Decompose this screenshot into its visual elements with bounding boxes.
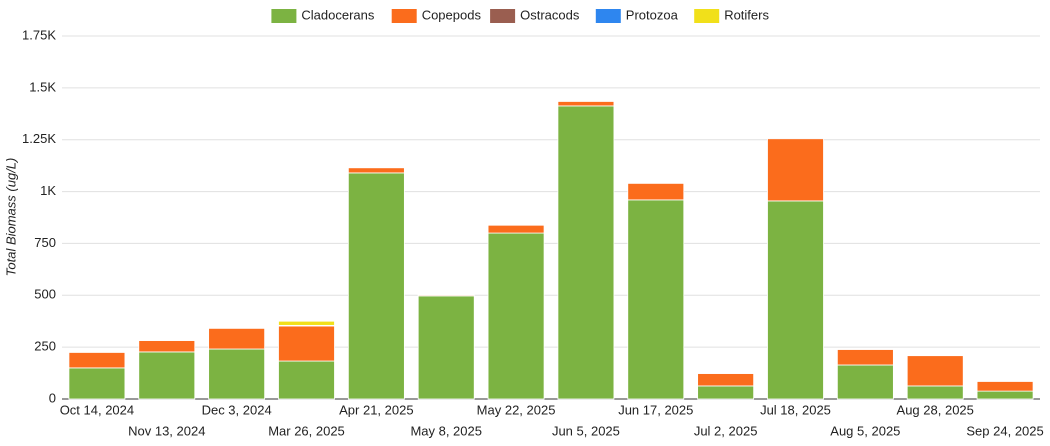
legend-label: Rotifers <box>724 7 769 22</box>
bar-segment <box>69 352 125 368</box>
bar-segment <box>558 106 614 399</box>
bar-segment <box>348 168 404 173</box>
y-tick-label: 250 <box>34 339 56 354</box>
x-tick-label: Jun 5, 2025 <box>552 423 620 438</box>
bar-segment <box>977 391 1033 399</box>
legend-label: Cladocerans <box>301 7 374 22</box>
bar-segment <box>139 352 195 399</box>
y-tick-label: 0 <box>49 390 56 405</box>
bar-segment <box>418 296 474 399</box>
legend-label: Protozoa <box>626 7 679 22</box>
legend-swatch <box>271 9 296 23</box>
bar-segment <box>279 361 335 399</box>
bar-segment <box>628 183 684 200</box>
bar-segment <box>768 138 824 139</box>
bar-segment <box>698 373 754 385</box>
bar-segment <box>209 349 265 399</box>
x-tick-label: Nov 13, 2024 <box>128 423 205 438</box>
x-tick-label: Oct 14, 2024 <box>60 402 134 417</box>
y-tick-label: 500 <box>34 287 56 302</box>
bar-segment <box>698 386 754 399</box>
bar-segment <box>488 233 544 399</box>
legend-label: Ostracods <box>520 7 580 22</box>
x-tick-label: Apr 21, 2025 <box>339 402 413 417</box>
bar-segment <box>628 200 684 399</box>
y-tick-label: 1.75K <box>22 27 56 42</box>
bar-segment <box>837 365 893 399</box>
x-tick-label: Sep 24, 2025 <box>966 423 1043 438</box>
x-tick-label: Mar 26, 2025 <box>268 423 345 438</box>
x-tick-label: May 8, 2025 <box>410 423 482 438</box>
y-tick-label: 1.25K <box>22 131 56 146</box>
bar-segment <box>977 381 1033 391</box>
legend-swatch <box>490 9 515 23</box>
x-tick-label: Aug 28, 2025 <box>897 402 974 417</box>
x-tick-label: May 22, 2025 <box>477 402 556 417</box>
x-tick-label: Jul 18, 2025 <box>760 402 831 417</box>
bar-segment <box>348 173 404 399</box>
bar-segment <box>768 201 824 399</box>
bar-segment <box>837 349 893 365</box>
legend-label: Copepods <box>422 7 482 22</box>
x-tick-label: Dec 3, 2024 <box>202 402 272 417</box>
legend-swatch <box>596 9 621 23</box>
bar-segment <box>768 139 824 201</box>
bar-segment <box>69 352 125 353</box>
bar-segment <box>558 101 614 106</box>
legend-swatch <box>694 9 719 23</box>
x-tick-label: Jun 17, 2025 <box>618 402 693 417</box>
y-axis-title: Total Biomass (ug/L) <box>3 158 18 277</box>
bar-segment <box>279 326 335 361</box>
y-tick-label: 1K <box>40 183 56 198</box>
bar-segment <box>139 341 195 352</box>
y-tick-label: 750 <box>34 235 56 250</box>
bar-segment <box>348 167 404 168</box>
x-tick-label: Aug 5, 2025 <box>830 423 900 438</box>
bar-segment <box>69 368 125 399</box>
x-tick-label: Jul 2, 2025 <box>694 423 758 438</box>
bar-segment <box>209 328 265 349</box>
bar-segment <box>279 321 335 325</box>
bar-segment <box>907 386 963 399</box>
bar-segment <box>488 225 544 233</box>
legend-swatch <box>392 9 417 23</box>
y-tick-label: 1.5K <box>29 79 56 94</box>
bar-segment <box>907 356 963 386</box>
